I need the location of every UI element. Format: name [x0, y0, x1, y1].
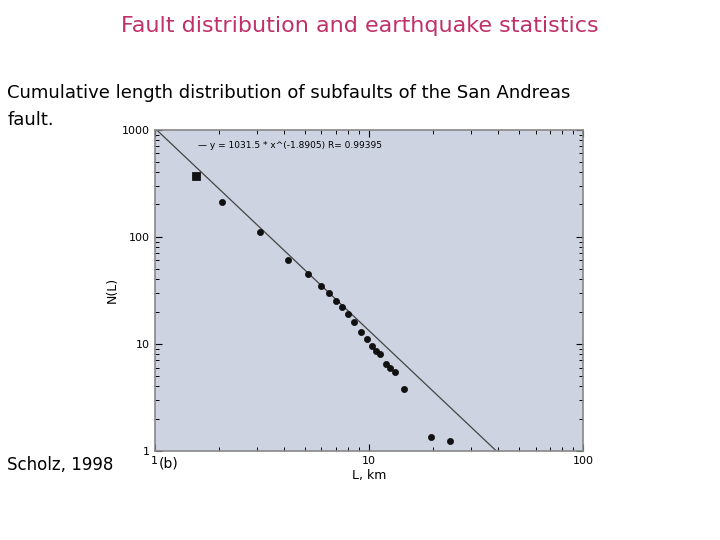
Text: — y = 1031.5 * x^(-1.8905) R= 0.99395: — y = 1031.5 * x^(-1.8905) R= 0.99395 — [197, 141, 382, 150]
Text: Fault distribution and earthquake statistics: Fault distribution and earthquake statis… — [121, 16, 599, 36]
Y-axis label: N(L): N(L) — [106, 277, 120, 303]
Text: Cumulative length distribution of subfaults of the San Andreas: Cumulative length distribution of subfau… — [7, 84, 570, 102]
Text: Scholz, 1998: Scholz, 1998 — [7, 456, 114, 474]
Text: (b): (b) — [158, 456, 178, 470]
Text: fault.: fault. — [7, 111, 54, 129]
X-axis label: L, km: L, km — [352, 469, 386, 482]
